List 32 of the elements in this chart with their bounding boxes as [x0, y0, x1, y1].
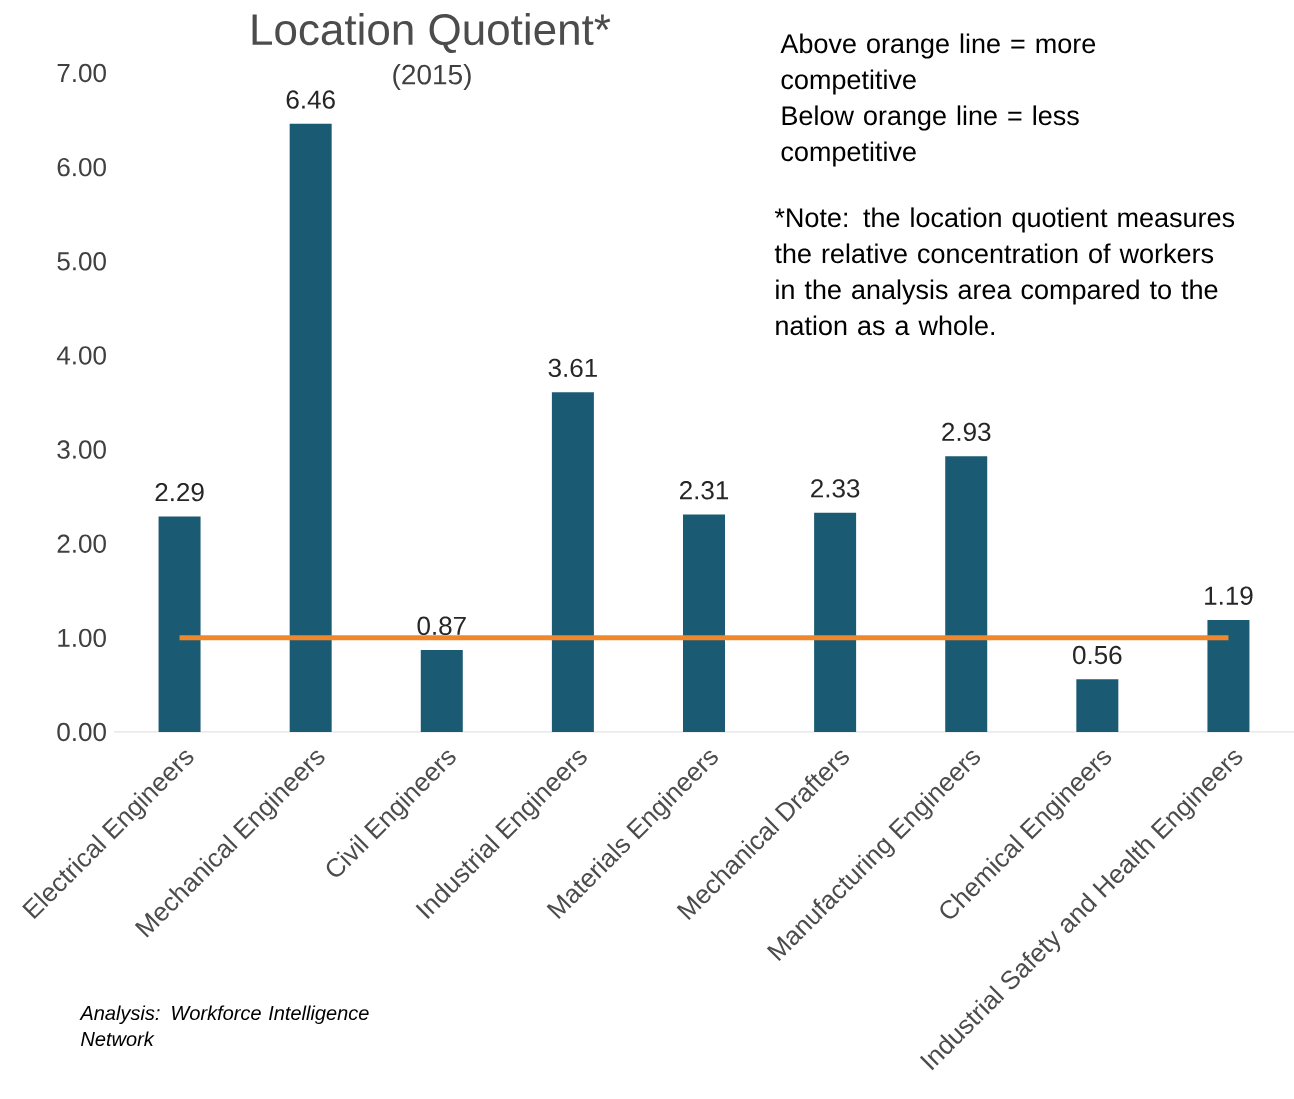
- y-tick-label: 3.00: [57, 440, 106, 459]
- bar: [1076, 679, 1119, 732]
- y-tick-label: 6.00: [57, 157, 106, 177]
- data-label: 6.46: [286, 90, 335, 109]
- y-tick-label: 7.00: [57, 63, 106, 83]
- annotation: Below orange line = less competitive: [781, 105, 1079, 167]
- chart-subtitle: (2015): [393, 63, 471, 91]
- y-tick-label: 0.00: [57, 722, 106, 742]
- bar: [814, 512, 857, 732]
- bar: [551, 392, 594, 732]
- data-label: 0.56: [1073, 645, 1122, 665]
- y-tick-label: 5.00: [57, 252, 106, 271]
- bar: [158, 516, 201, 732]
- data-label: 0.87: [417, 616, 466, 636]
- y-tick-label: 4.00: [56, 346, 106, 365]
- annotation: *Note: the location quotient measures the relative concentration of workers in the analysis area compared to the nation as a whole.: [774, 207, 1235, 336]
- text: Analysis: Workforce Intelligence Network: [79, 1005, 369, 1047]
- bar: [420, 650, 463, 732]
- data-label: 3.61: [548, 358, 597, 378]
- data-label: 2.31: [680, 481, 729, 500]
- y-tick-label: 1.00: [58, 628, 106, 648]
- annotation: Above orange line = more competitive: [780, 33, 1096, 95]
- data-label: 1.19: [1205, 586, 1253, 605]
- bar: [683, 514, 725, 732]
- bar: [1207, 619, 1250, 732]
- y-tick-label: 2.00: [57, 534, 106, 553]
- bar: [289, 123, 332, 732]
- data-label: 2.33: [811, 479, 860, 498]
- data-label: 2.29: [155, 482, 204, 502]
- bar: [945, 456, 988, 732]
- data-label: 2.93: [942, 422, 991, 442]
- chart-title: Location Quotient*: [252, 12, 611, 54]
